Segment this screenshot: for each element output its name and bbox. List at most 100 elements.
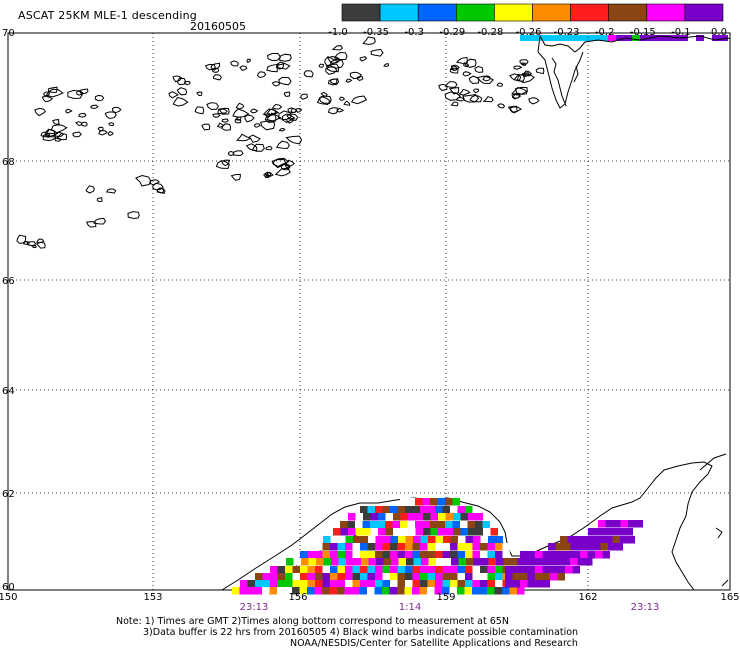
contour-loop — [23, 240, 30, 245]
coastline-north — [537, 35, 731, 109]
data-cell — [270, 573, 278, 581]
data-cell — [390, 506, 398, 514]
data-cell — [595, 528, 603, 536]
contour-loop — [236, 133, 252, 142]
data-cell — [428, 536, 436, 544]
data-cell — [465, 543, 473, 551]
data-cell — [415, 521, 423, 529]
data-cell — [465, 506, 473, 514]
data-cell — [464, 587, 472, 595]
contour-loop — [356, 75, 364, 82]
data-cell — [562, 558, 570, 566]
data-cell — [412, 587, 420, 595]
data-cell — [487, 551, 495, 559]
contour-loop — [42, 132, 57, 142]
map-title: ASCAT 25KM MLE-1 descending — [18, 9, 197, 22]
data-cell — [406, 558, 414, 566]
data-cell — [520, 566, 528, 574]
contour-loop — [275, 140, 290, 149]
data-cell — [247, 580, 255, 588]
colorbar-segment — [684, 3, 724, 22]
contour-loop — [262, 173, 271, 179]
longitude-label: 159 — [436, 592, 455, 603]
data-cell — [415, 528, 423, 536]
data-cell — [262, 580, 270, 588]
contour-loop — [330, 58, 344, 69]
contour-loop — [333, 51, 348, 61]
contour-loop — [107, 131, 114, 136]
contour-loop — [511, 93, 521, 100]
data-cell — [578, 543, 586, 551]
data-cell — [337, 587, 345, 595]
data-cell — [292, 587, 300, 595]
data-cell — [382, 543, 390, 551]
data-cell — [460, 528, 468, 536]
data-cell — [465, 573, 473, 581]
latitude-labels: 70 68 66 64 62 60 — [2, 28, 15, 593]
contour-loop — [383, 63, 389, 67]
data-cell — [457, 506, 465, 514]
data-cell — [547, 558, 555, 566]
contour-loop — [65, 108, 73, 114]
contour-loop — [34, 107, 47, 117]
longitude-label: 162 — [578, 592, 597, 603]
data-cell — [345, 566, 353, 574]
data-cell — [434, 587, 442, 595]
data-cell — [475, 513, 483, 521]
data-cell — [419, 587, 427, 595]
contour-loop — [520, 62, 527, 66]
data-cell — [480, 566, 488, 574]
data-cell — [445, 521, 453, 529]
data-cell — [427, 587, 435, 595]
data-cell — [560, 536, 568, 544]
data-cell — [487, 543, 495, 551]
data-cell — [527, 566, 535, 574]
data-cell — [535, 566, 543, 574]
data-cell — [270, 580, 278, 588]
data-cell — [330, 566, 338, 574]
contour-loop — [300, 93, 309, 100]
data-cell — [322, 566, 330, 574]
contour-loop — [469, 94, 483, 103]
data-cell — [450, 573, 458, 581]
contour-loop — [78, 112, 87, 118]
data-cell — [457, 551, 465, 559]
contour-loop — [43, 91, 50, 97]
data-cell — [400, 498, 408, 506]
contour-loop — [345, 78, 353, 83]
latitude-label: 66 — [2, 276, 15, 287]
contour-loop — [249, 108, 259, 114]
data-cell — [452, 498, 460, 506]
data-cell — [428, 558, 436, 566]
contour-loop — [134, 174, 152, 187]
contour-loop — [462, 93, 480, 103]
contour-loop — [85, 185, 95, 194]
data-cell — [370, 513, 378, 521]
contour-loop — [463, 62, 470, 68]
data-cell — [412, 580, 420, 588]
data-cell — [603, 528, 611, 536]
data-cell — [412, 573, 420, 581]
data-cell — [405, 536, 413, 544]
data-cell — [262, 573, 270, 581]
data-cell — [355, 521, 363, 529]
note-line-1: Note: 1) Times are GMT 2)Times along bot… — [116, 616, 509, 627]
data-cell — [443, 536, 451, 544]
data-cell — [337, 580, 345, 588]
data-cell — [510, 558, 518, 566]
contour-loop — [244, 114, 255, 123]
pass-time-label: 1:14 — [399, 602, 421, 613]
data-cell — [392, 521, 400, 529]
data-cell — [435, 580, 443, 588]
data-cell — [517, 558, 525, 566]
data-cell — [460, 521, 468, 529]
contour-loop — [266, 53, 282, 62]
data-cell — [465, 580, 473, 588]
contour-loop — [50, 124, 68, 134]
data-cell — [542, 551, 550, 559]
data-cell — [407, 521, 415, 529]
data-cell — [353, 536, 361, 544]
data-cell — [277, 587, 285, 595]
contour-loop — [172, 75, 183, 83]
data-cell — [435, 543, 443, 551]
